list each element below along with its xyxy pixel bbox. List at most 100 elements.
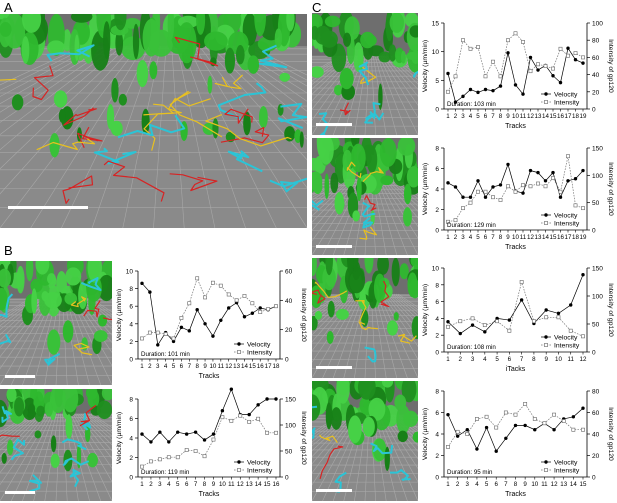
- y-tick-label: 0: [435, 107, 439, 114]
- x-tick-label: 2: [454, 113, 458, 120]
- velocity-point: [521, 92, 525, 96]
- intensity-point: [250, 301, 255, 306]
- x-tick-label: 7: [520, 356, 524, 363]
- velocity-point: [203, 322, 207, 326]
- y-tick-label: 2: [435, 207, 439, 214]
- chart-c4: 0 2 4 6 8 0 20 40 60 80 1 2 3 4 5 6 7 8 9 10 11 12 13 14 15 Track…: [418, 381, 617, 503]
- x-tick-label: 15: [249, 363, 256, 370]
- intensity-line: [447, 403, 583, 448]
- intensity-point: [468, 46, 473, 51]
- velocity-point: [484, 425, 489, 430]
- x-tick-label: 9: [506, 113, 510, 120]
- intensity-point: [532, 319, 536, 324]
- velocity-point: [274, 397, 278, 401]
- x-tick-label: 16: [257, 363, 264, 370]
- y-tick-label: 8: [435, 282, 439, 289]
- velocity-point: [483, 87, 488, 92]
- x-tick-label: 19: [580, 234, 587, 241]
- velocity-point: [513, 83, 518, 87]
- y-axis-title: Velocity (µm/min): [116, 289, 123, 341]
- intensity-point: [568, 328, 573, 333]
- duration-label: Duration: 95 min: [447, 469, 493, 476]
- y2-tick-label: 80: [592, 389, 600, 396]
- y-tick-label: 6: [435, 166, 439, 173]
- intensity-point: [566, 154, 570, 159]
- velocity-point: [528, 55, 533, 60]
- intensity-point: [256, 416, 261, 421]
- intensity-point: [491, 59, 495, 64]
- intensity-point: [558, 46, 563, 51]
- y-tick-label: 0: [435, 228, 439, 235]
- intensity-point: [536, 62, 540, 67]
- x-tick-label: 5: [476, 113, 480, 120]
- legend-intensity-marker: [544, 100, 548, 104]
- y2-tick-label: 150: [592, 146, 603, 153]
- intensity-point: [513, 31, 518, 36]
- x-axis-title: iTacks: [506, 366, 526, 373]
- velocity-line: [141, 388, 276, 443]
- intensity-point: [521, 40, 525, 44]
- x-tick-label: 13: [535, 234, 542, 241]
- intensity-point: [528, 69, 533, 74]
- velocity-point: [519, 298, 524, 302]
- velocity-point: [581, 273, 585, 277]
- x-tick-label: 11: [228, 481, 235, 488]
- microscopy-image-b1: [0, 261, 112, 385]
- legend-intensity-marker: [544, 343, 548, 347]
- legend-velocity-label: Velocity: [554, 335, 578, 342]
- velocity-point: [491, 185, 495, 189]
- x-tick-label: 3: [156, 363, 160, 370]
- x-tick-label: 7: [491, 234, 495, 241]
- chart-c3: 0 2 4 6 8 10 0 50 100 150 1 2 3 4 5 6 7 8 9 10 11 12 iTacks Vel…: [418, 258, 617, 378]
- y2-axis-title: Intensity of gp120: [607, 407, 614, 461]
- x-axis-title: Tracks: [505, 123, 526, 130]
- legend-intensity-label: Intensity: [247, 468, 273, 475]
- x-tick-label: 6: [484, 234, 488, 241]
- x-tick-label: 10: [512, 234, 519, 241]
- x-tick-label: 5: [476, 234, 480, 241]
- y-tick-label: 15: [432, 21, 440, 28]
- x-tick-label: 6: [185, 481, 189, 488]
- x-tick-label: 6: [494, 481, 498, 488]
- intensity-point: [234, 298, 239, 303]
- intensity-point: [461, 206, 465, 211]
- y2-axis-title: Intensity of gp120: [300, 288, 307, 342]
- intensity-point: [446, 89, 450, 94]
- x-tick-label: 9: [523, 481, 527, 488]
- intensity-point: [558, 189, 563, 194]
- x-tick-label: 3: [466, 481, 470, 488]
- intensity-point: [258, 310, 263, 314]
- velocity-point: [446, 320, 450, 324]
- velocity-point: [513, 423, 518, 428]
- velocity-point: [465, 428, 469, 432]
- x-tick-label: 12: [527, 234, 534, 241]
- legend-intensity-marker: [544, 468, 548, 472]
- x-tick-label: 12: [225, 363, 232, 370]
- microscopy-image-c2: [312, 138, 418, 255]
- velocity-point: [171, 339, 176, 344]
- y-tick-label: 2: [435, 333, 439, 340]
- velocity-point: [461, 195, 465, 199]
- velocity-point: [558, 80, 563, 85]
- intensity-point: [507, 328, 512, 333]
- velocity-point: [491, 88, 495, 93]
- x-tick-label: 10: [209, 363, 216, 370]
- intensity-point: [179, 316, 184, 320]
- intensity-point: [581, 334, 585, 339]
- velocity-point: [184, 432, 189, 436]
- velocity-point: [250, 311, 255, 315]
- x-tick-label: 8: [203, 481, 207, 488]
- y-tick-label: 4: [129, 436, 133, 443]
- y2-tick-label: 0: [592, 475, 596, 482]
- intensity-point: [495, 319, 499, 324]
- intensity-point: [491, 195, 495, 200]
- velocity-point: [140, 432, 144, 436]
- x-tick-label: 4: [475, 481, 479, 488]
- y2-tick-label: 20: [592, 453, 600, 460]
- x-tick-label: 13: [535, 113, 542, 120]
- x-axis-title: Tracks: [505, 491, 526, 498]
- intensity-point: [446, 219, 450, 224]
- x-tick-label: 14: [255, 481, 262, 488]
- y2-tick-label: 0: [592, 350, 596, 357]
- intensity-point: [506, 38, 510, 43]
